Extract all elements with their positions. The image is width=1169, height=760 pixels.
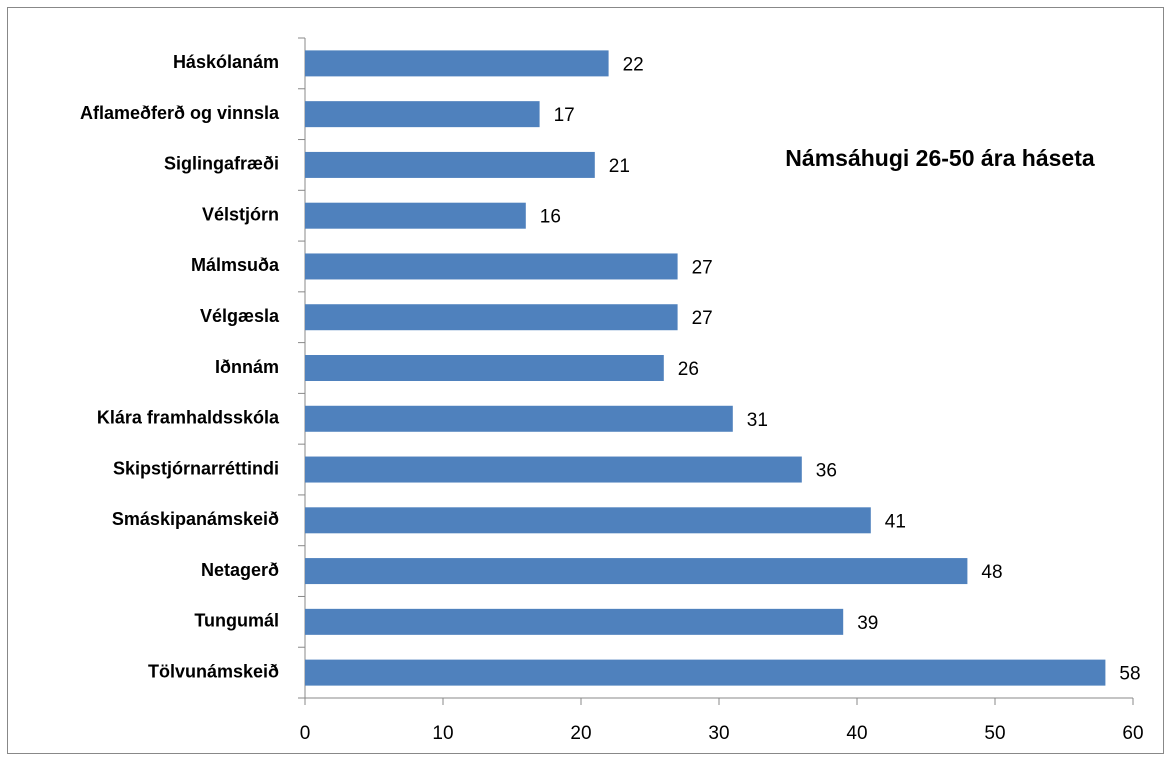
bar [305,151,595,178]
bar [305,456,802,483]
bar [305,304,678,331]
x-tick-label: 10 [432,723,453,744]
y-tick-label: Vélstjórn [202,204,279,224]
bar [305,101,540,128]
y-tick-label: Tungumál [194,611,279,631]
value-label: 26 [678,359,699,380]
value-label: 48 [981,562,1002,583]
x-tick-label: 30 [708,723,729,744]
x-tick-label: 20 [570,723,591,744]
value-label: 58 [1119,664,1140,685]
value-label: 16 [540,207,561,228]
chart-title: Námsáhugi 26-50 ára háseta [785,145,1095,171]
x-tick-label: 50 [984,723,1005,744]
bar [305,253,678,280]
y-tick-label: Skipstjórnarréttindi [113,458,279,478]
bar [305,50,609,77]
bar [305,507,871,534]
y-tick-label: Iðnnám [215,357,279,377]
y-tick-label: Netagerð [201,560,279,580]
bar [305,405,733,432]
bar [305,659,1106,686]
y-tick-label: Tölvunámskeið [148,661,279,681]
bar [305,355,664,381]
value-label: 21 [609,156,630,177]
value-label: 31 [747,410,768,431]
y-tick-label: Vélgæsla [200,306,280,326]
bar [305,558,968,585]
value-label: 39 [857,613,878,634]
bar [305,608,844,635]
value-label: 27 [692,308,713,329]
x-tick-label: 0 [300,723,311,744]
y-tick-label: Smáskipanámskeið [112,509,279,529]
y-tick-label: Aflameðferð og vinnsla [80,103,280,123]
x-tick-label: 60 [1122,723,1143,744]
y-tick-label: Háskólanám [173,52,279,72]
value-label: 41 [885,511,906,532]
y-tick-label: Siglingafræði [164,154,279,174]
x-tick-label: 40 [846,723,867,744]
y-tick-label: Klára framhaldsskóla [97,408,280,428]
value-label: 17 [554,105,575,126]
y-tick-label: Málmsuða [191,255,280,275]
value-label: 36 [816,461,837,482]
value-label: 22 [623,54,644,75]
bar [305,202,526,229]
value-label: 27 [692,257,713,278]
